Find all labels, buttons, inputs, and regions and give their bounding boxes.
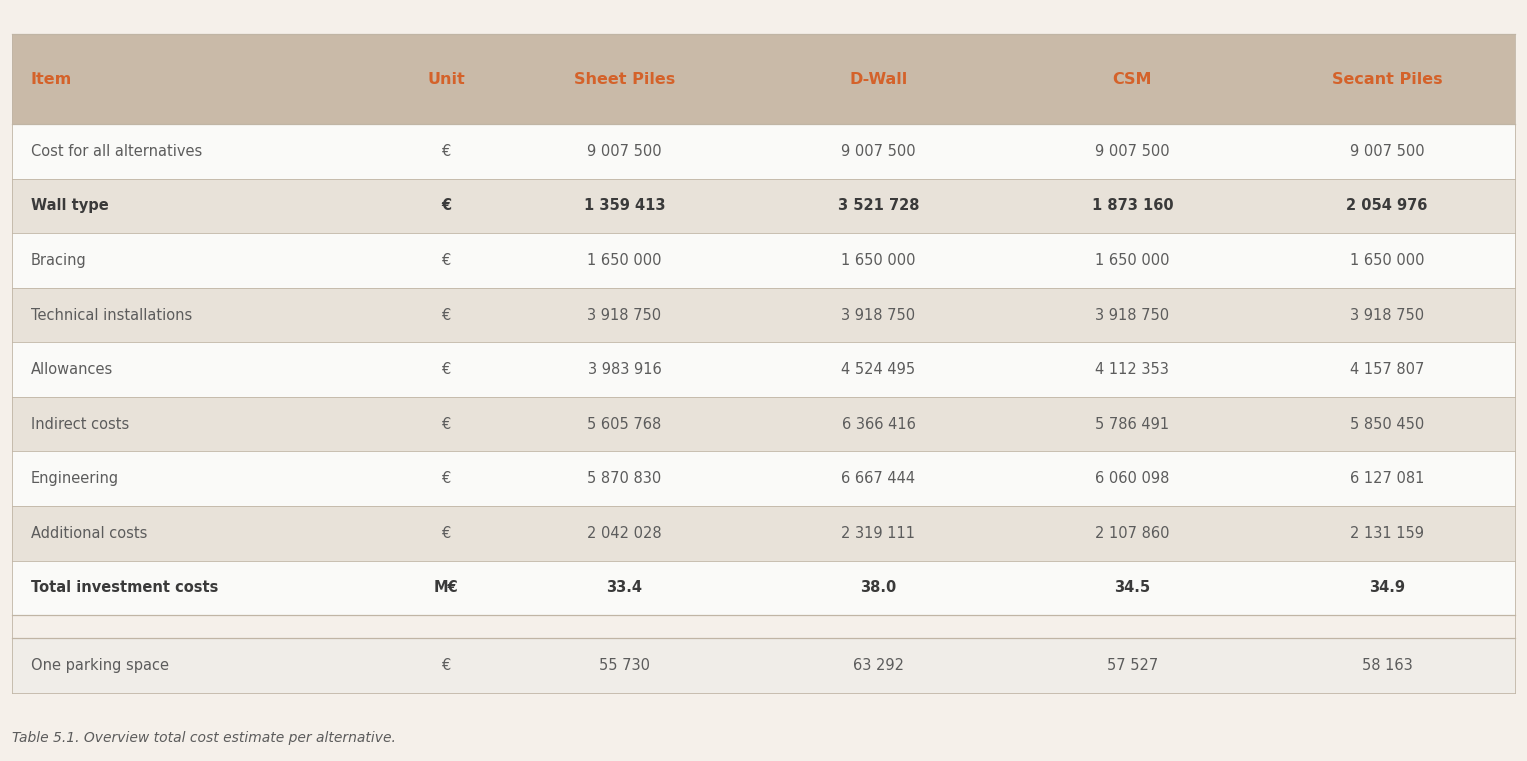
Text: 3 918 750: 3 918 750: [1350, 307, 1425, 323]
Text: 4 112 353: 4 112 353: [1095, 362, 1170, 377]
Text: Allowances: Allowances: [31, 362, 113, 377]
Text: €: €: [441, 658, 450, 673]
Text: €: €: [441, 362, 450, 377]
Text: 9 007 500: 9 007 500: [588, 144, 661, 159]
Text: 2 107 860: 2 107 860: [1095, 526, 1170, 541]
Text: €: €: [441, 144, 450, 159]
Text: 2 319 111: 2 319 111: [841, 526, 916, 541]
Text: 1 650 000: 1 650 000: [1350, 253, 1425, 268]
Text: 5 605 768: 5 605 768: [588, 416, 661, 431]
Text: Engineering: Engineering: [31, 471, 119, 486]
Text: 34.9: 34.9: [1370, 581, 1405, 595]
Text: 2 131 159: 2 131 159: [1350, 526, 1425, 541]
Text: 1 650 000: 1 650 000: [841, 253, 916, 268]
Text: €: €: [441, 526, 450, 541]
Text: 38.0: 38.0: [860, 581, 896, 595]
Text: 5 850 450: 5 850 450: [1350, 416, 1425, 431]
Bar: [12, 615, 1515, 638]
Text: 58 163: 58 163: [1362, 658, 1412, 673]
Bar: [12, 34, 1515, 124]
Text: €: €: [441, 416, 450, 431]
Text: One parking space: One parking space: [31, 658, 168, 673]
Text: 1 873 160: 1 873 160: [1092, 199, 1173, 213]
Text: 1 650 000: 1 650 000: [1095, 253, 1170, 268]
Bar: [12, 561, 1515, 615]
Text: 9 007 500: 9 007 500: [1350, 144, 1425, 159]
Text: 9 007 500: 9 007 500: [841, 144, 916, 159]
Text: 6 127 081: 6 127 081: [1350, 471, 1425, 486]
Bar: [12, 288, 1515, 342]
Text: Secant Piles: Secant Piles: [1332, 72, 1443, 87]
Text: CSM: CSM: [1113, 72, 1153, 87]
Text: 6 366 416: 6 366 416: [841, 416, 915, 431]
Text: €: €: [441, 307, 450, 323]
Text: Additional costs: Additional costs: [31, 526, 147, 541]
Text: Technical installations: Technical installations: [31, 307, 192, 323]
Text: 63 292: 63 292: [854, 658, 904, 673]
Text: 2 054 976: 2 054 976: [1347, 199, 1428, 213]
Text: 34.5: 34.5: [1115, 581, 1150, 595]
Bar: [12, 179, 1515, 233]
Bar: [12, 397, 1515, 451]
Text: Indirect costs: Indirect costs: [31, 416, 128, 431]
Bar: [12, 124, 1515, 179]
Text: 4 157 807: 4 157 807: [1350, 362, 1425, 377]
Text: D-Wall: D-Wall: [849, 72, 907, 87]
Text: €: €: [441, 199, 452, 213]
Text: 6 667 444: 6 667 444: [841, 471, 916, 486]
Text: 3 918 750: 3 918 750: [841, 307, 916, 323]
Text: 57 527: 57 527: [1107, 658, 1157, 673]
Text: 6 060 098: 6 060 098: [1095, 471, 1170, 486]
Text: Total investment costs: Total investment costs: [31, 581, 218, 595]
Text: 33.4: 33.4: [606, 581, 643, 595]
Text: 3 983 916: 3 983 916: [588, 362, 661, 377]
Text: 9 007 500: 9 007 500: [1095, 144, 1170, 159]
Text: 1 359 413: 1 359 413: [583, 199, 666, 213]
Text: 2 042 028: 2 042 028: [588, 526, 661, 541]
Bar: [12, 342, 1515, 397]
Text: Unit: Unit: [428, 72, 466, 87]
Text: M€: M€: [434, 581, 458, 595]
Text: 1 650 000: 1 650 000: [588, 253, 661, 268]
Text: 55 730: 55 730: [599, 658, 651, 673]
Bar: [12, 233, 1515, 288]
Text: Sheet Piles: Sheet Piles: [574, 72, 675, 87]
Text: Cost for all alternatives: Cost for all alternatives: [31, 144, 202, 159]
Text: 3 521 728: 3 521 728: [838, 199, 919, 213]
Text: Wall type: Wall type: [31, 199, 108, 213]
Text: €: €: [441, 471, 450, 486]
Text: €: €: [441, 253, 450, 268]
Bar: [12, 451, 1515, 506]
Text: 5 870 830: 5 870 830: [588, 471, 661, 486]
Text: Bracing: Bracing: [31, 253, 87, 268]
Bar: [12, 506, 1515, 561]
Text: 3 918 750: 3 918 750: [588, 307, 661, 323]
Text: 3 918 750: 3 918 750: [1095, 307, 1170, 323]
Text: Table 5.1. Overview total cost estimate per alternative.: Table 5.1. Overview total cost estimate …: [12, 731, 395, 745]
Text: Item: Item: [31, 72, 72, 87]
Bar: [12, 638, 1515, 693]
Text: 5 786 491: 5 786 491: [1095, 416, 1170, 431]
Text: 4 524 495: 4 524 495: [841, 362, 916, 377]
